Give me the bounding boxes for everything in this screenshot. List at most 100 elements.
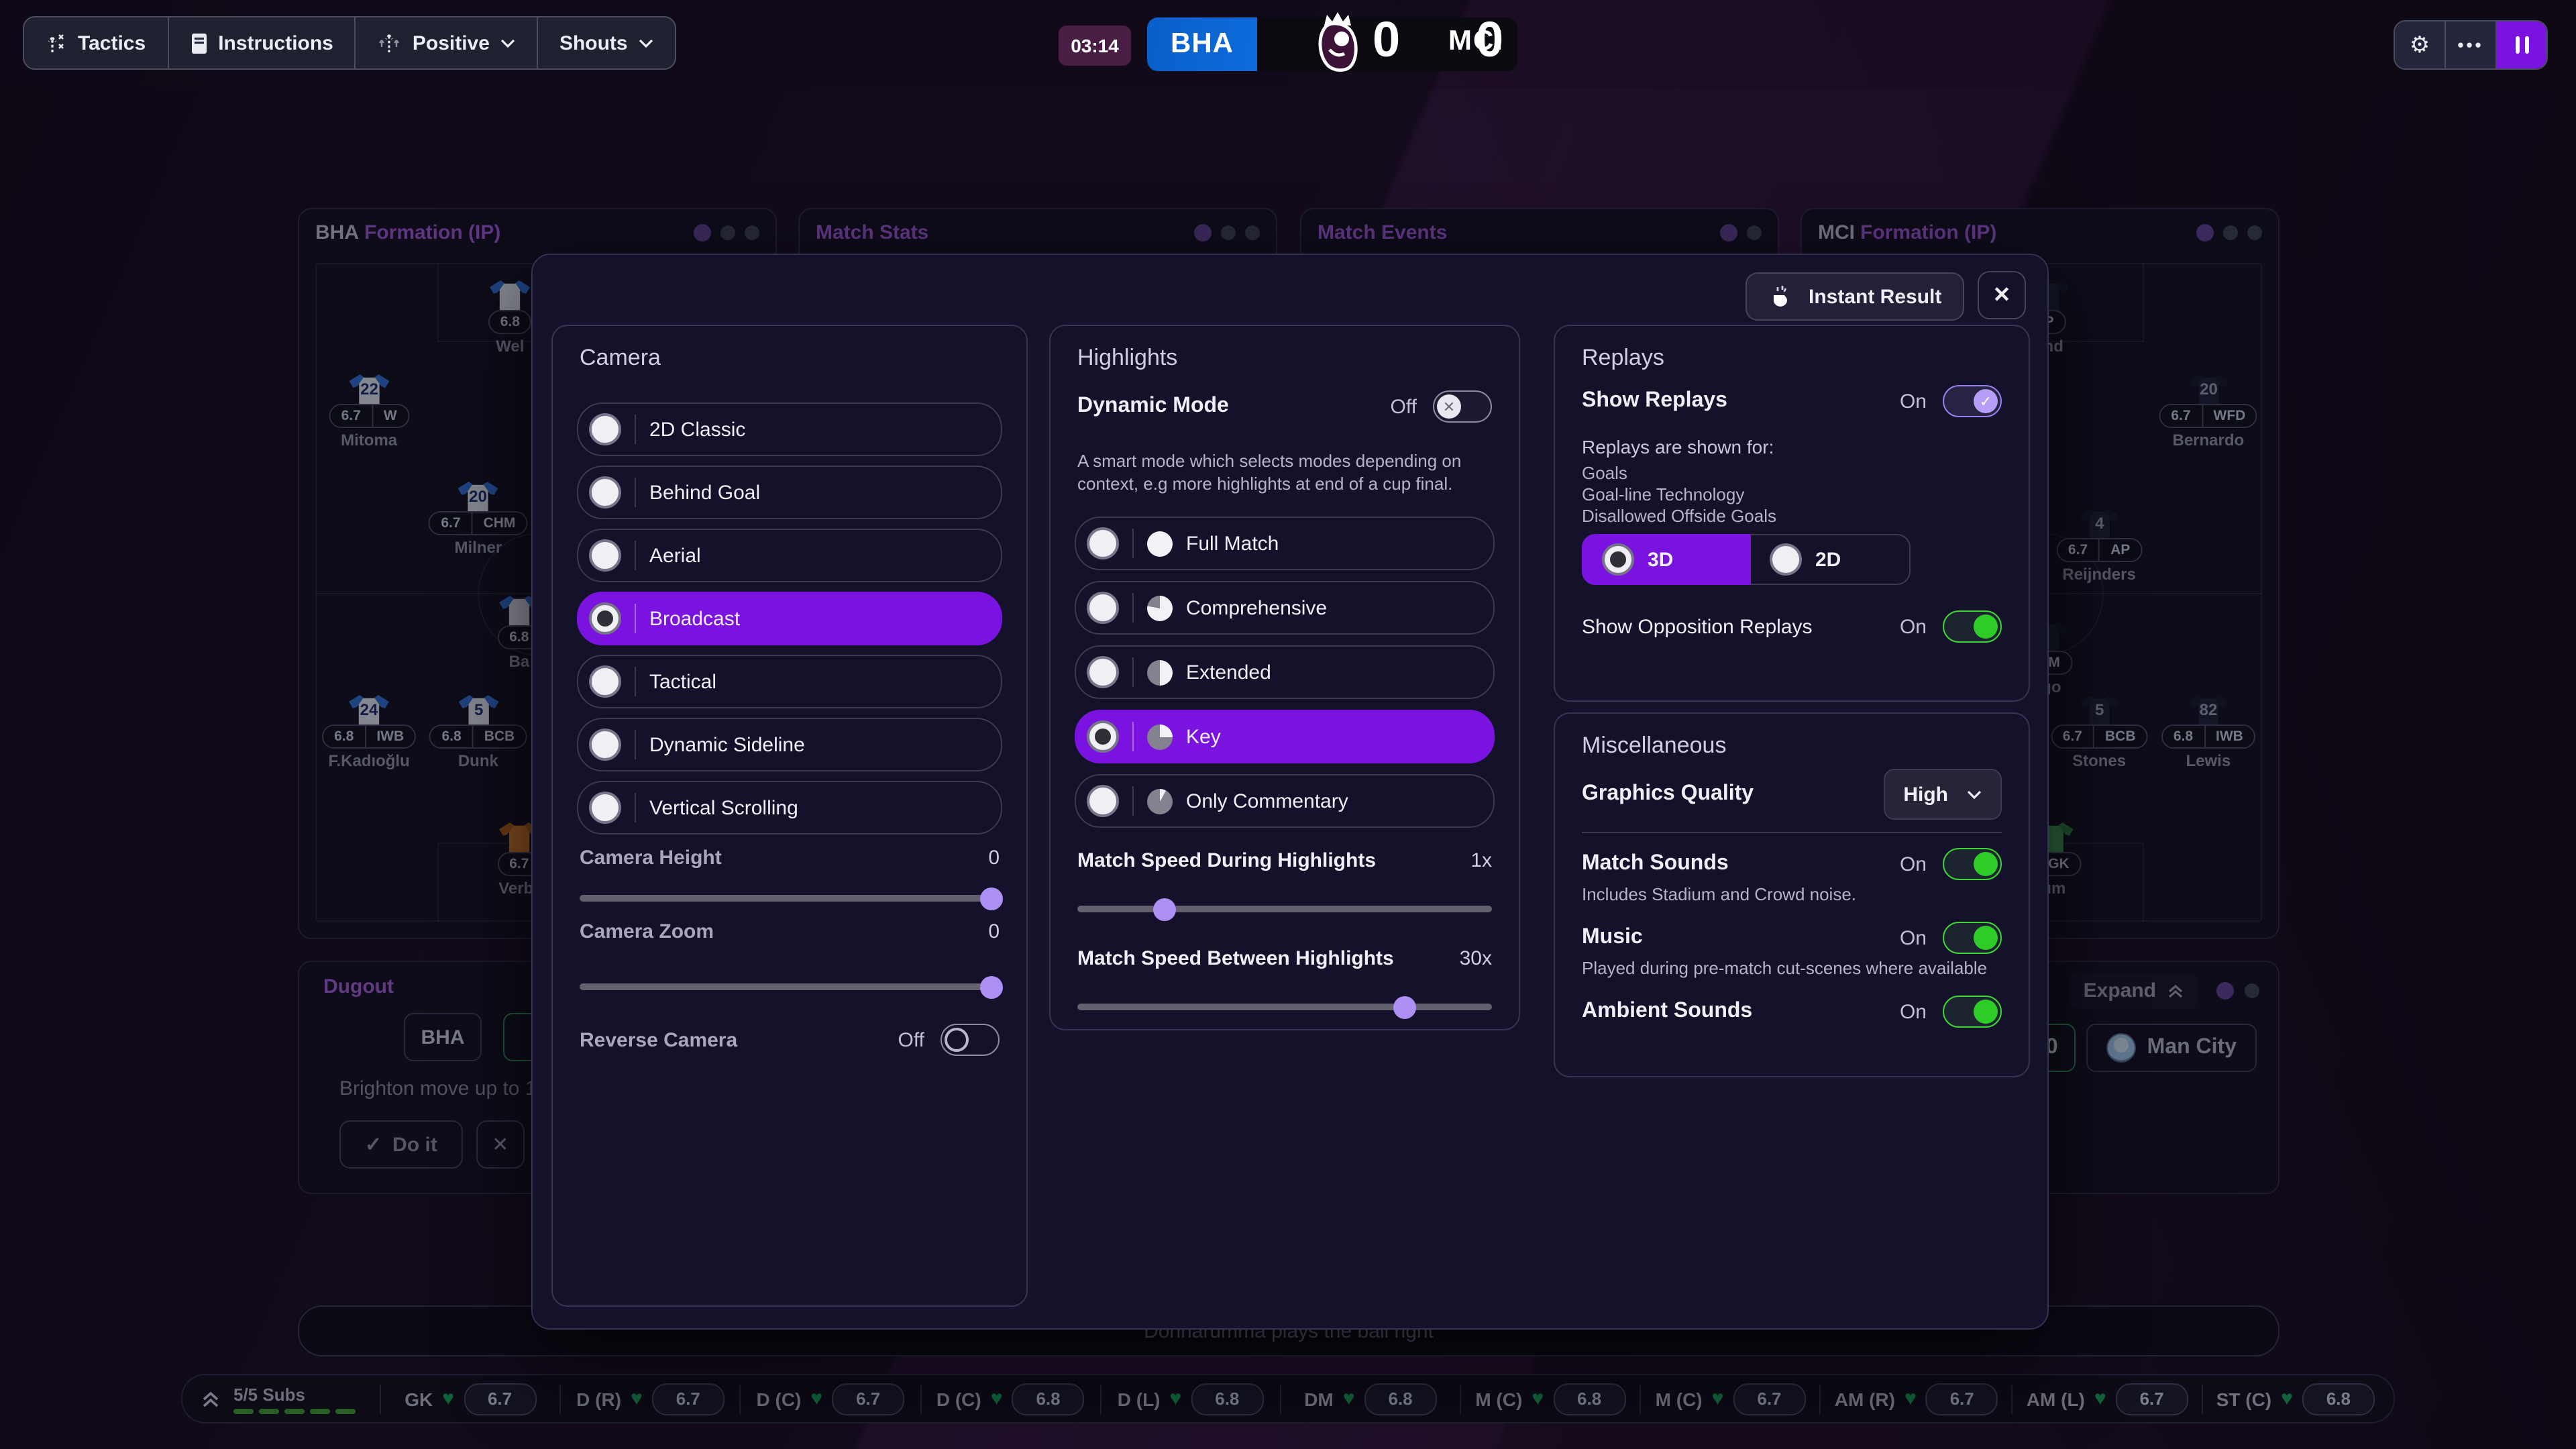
player-rating-chip[interactable]: M (C) ♥ 6.7: [1654, 1383, 1806, 1415]
replay-3d-option[interactable]: 3D: [1582, 534, 1751, 585]
speed-between-slider[interactable]: [1077, 996, 1492, 1018]
slider-thumb[interactable]: [1393, 996, 1417, 1018]
panel-page-dots[interactable]: [694, 223, 759, 241]
page-dot[interactable]: [2223, 225, 2238, 239]
highlight-amount-pie-icon: [1147, 595, 1173, 621]
page-dot[interactable]: [1194, 223, 1212, 241]
subs-indicator[interactable]: 5/5 Subs: [233, 1384, 356, 1413]
camera-option-dynamic-sideline[interactable]: Dynamic Sideline: [577, 718, 1002, 771]
music-label: Music: [1582, 926, 1643, 949]
rating-badge: 6.8: [1364, 1383, 1437, 1415]
camera-option-vertical-scrolling[interactable]: Vertical Scrolling: [577, 781, 1002, 835]
expand-button[interactable]: Expand: [2070, 973, 2198, 1009]
position-label: D (R): [576, 1388, 622, 1409]
panel-page-dots[interactable]: [2196, 223, 2262, 241]
player-rating-chip[interactable]: AM (R) ♥ 6.7: [1835, 1383, 1998, 1415]
speed-during-slider[interactable]: [1077, 898, 1492, 920]
reverse-camera-toggle[interactable]: [941, 1024, 1000, 1056]
rating-badge: 6.7: [832, 1383, 905, 1415]
position-label: M (C): [1475, 1388, 1523, 1409]
dynamic-mode-toggle[interactable]: ✕: [1433, 390, 1492, 423]
panel-header[interactable]: BHA Formation (IP): [299, 209, 775, 255]
replay-2d-option[interactable]: 2D: [1751, 534, 1911, 585]
player-rating-chip[interactable]: ST (C) ♥ 6.8: [2216, 1383, 2375, 1415]
mentality-dropdown[interactable]: Positive: [356, 17, 538, 68]
page-dot[interactable]: [1221, 225, 1236, 239]
camera-zoom-slider[interactable]: [580, 975, 1003, 998]
player-rating-chip[interactable]: D (L) ♥ 6.8: [1114, 1383, 1266, 1415]
settings-button[interactable]: ⚙: [2395, 21, 2446, 68]
player-rating-chip[interactable]: D (R) ♥ 6.7: [574, 1383, 726, 1415]
match-sounds-toggle[interactable]: [1943, 848, 2002, 880]
camera-option-broadcast[interactable]: Broadcast: [577, 592, 1002, 645]
chevron-down-icon: [1967, 790, 1982, 799]
music-toggle[interactable]: [1943, 922, 2002, 954]
pause-button[interactable]: [2497, 21, 2546, 68]
page-dot[interactable]: [1747, 225, 1762, 239]
player-rating-chip[interactable]: D (C) ♥ 6.7: [755, 1383, 906, 1415]
panel-team-label: BHA: [315, 221, 359, 244]
formation-player-Stones[interactable]: 5 6.7 BCB Stones: [2050, 693, 2148, 771]
panel-header[interactable]: Match Events: [1301, 209, 1778, 255]
panel-page-dots[interactable]: [2216, 982, 2259, 1000]
highlight-mode-comprehensive[interactable]: Comprehensive: [1075, 581, 1495, 635]
player-rating-chip[interactable]: GK ♥ 6.7: [394, 1383, 546, 1415]
camera-option-tactical[interactable]: Tactical: [577, 655, 1002, 708]
panel-page-dots[interactable]: [1194, 223, 1260, 241]
formation-player-Bernardo[interactable]: 20 6.7 WFD Bernardo: [2159, 372, 2258, 449]
formation-player-Wel[interactable]: 6.8 Wel: [487, 278, 533, 356]
page-dot[interactable]: [2247, 225, 2262, 239]
panel-page-dots[interactable]: [1720, 223, 1762, 241]
page-dot[interactable]: [2196, 223, 2214, 241]
slider-thumb[interactable]: [979, 887, 1003, 910]
camera-option-2d-classic[interactable]: 2D Classic: [577, 402, 1002, 456]
panel-header[interactable]: Match Stats: [800, 209, 1276, 255]
instant-result-button[interactable]: Instant Result: [1746, 272, 1965, 321]
tactics-button[interactable]: Tactics: [24, 17, 169, 68]
player-rating-chip[interactable]: DM ♥ 6.8: [1295, 1383, 1446, 1415]
page-dot[interactable]: [1245, 225, 1260, 239]
highlight-mode-only-commentary[interactable]: Only Commentary: [1075, 774, 1495, 828]
show-replays-state: On: [1899, 390, 1927, 413]
camera-option-aerial[interactable]: Aerial: [577, 529, 1002, 582]
formation-player-Ba[interactable]: 6.8 Ba: [496, 592, 542, 670]
highlight-mode-extended[interactable]: Extended: [1075, 645, 1495, 699]
page-dot[interactable]: [745, 225, 759, 239]
formation-player-Lewis[interactable]: 82 6.8 IWB Lewis: [2161, 693, 2255, 771]
formation-player-F.Kadıoğlu[interactable]: 24 6.8 IWB F.Kadıoğlu: [322, 693, 417, 771]
instructions-button[interactable]: Instructions: [168, 17, 356, 68]
opposition-replays-toggle[interactable]: [1943, 610, 2002, 643]
slider-thumb[interactable]: [979, 975, 1003, 998]
double-chevron-up-icon: [203, 1391, 219, 1407]
slider-thumb[interactable]: [1152, 898, 1176, 920]
rating-badge: 6.8: [1191, 1383, 1264, 1415]
page-dot[interactable]: [1720, 223, 1737, 241]
player-rating-chip[interactable]: D (C) ♥ 6.8: [934, 1383, 1086, 1415]
dynamic-mode-state: Off: [1390, 395, 1417, 418]
show-replays-toggle[interactable]: ✓: [1943, 385, 2002, 417]
replay-shown-for-item: Goals: [1582, 463, 1627, 483]
formation-player-Dunk[interactable]: 5 6.8 BCB Dunk: [429, 693, 527, 771]
page-dot[interactable]: [720, 225, 735, 239]
away-team-chip[interactable]: Man City: [2086, 1024, 2257, 1072]
more-options-button[interactable]: •••: [2446, 21, 2497, 68]
panel-header[interactable]: MCI Formation (IP): [1802, 209, 2278, 255]
formation-player-Milner[interactable]: 20 6.7 CHM Milner: [429, 478, 528, 556]
camera-option-behind-goal[interactable]: Behind Goal: [577, 466, 1002, 519]
graphics-quality-dropdown[interactable]: High: [1883, 769, 2002, 820]
shouts-dropdown[interactable]: Shouts: [538, 17, 675, 68]
ambient-sounds-toggle[interactable]: [1943, 996, 2002, 1028]
close-dialog-button[interactable]: ✕: [1978, 271, 2026, 319]
player-rating-chip[interactable]: M (C) ♥ 6.8: [1474, 1383, 1626, 1415]
dismiss-button[interactable]: ✕: [476, 1120, 525, 1169]
player-rating-chip[interactable]: AM (L) ♥ 6.7: [2027, 1383, 2188, 1415]
page-dot[interactable]: [694, 223, 711, 241]
highlight-mode-key[interactable]: Key: [1075, 710, 1495, 763]
expand-bar-button[interactable]: [201, 1389, 220, 1409]
highlight-mode-full-match[interactable]: Full Match: [1075, 517, 1495, 570]
gear-icon: ⚙: [2409, 32, 2430, 57]
camera-height-slider[interactable]: [580, 887, 1003, 910]
do-it-button[interactable]: ✓ Do it: [339, 1120, 463, 1169]
formation-player-Reijnders[interactable]: 4 6.7 AP Reijnders: [2055, 505, 2143, 583]
formation-player-Mitoma[interactable]: 22 6.7 W Mitoma: [329, 372, 409, 449]
